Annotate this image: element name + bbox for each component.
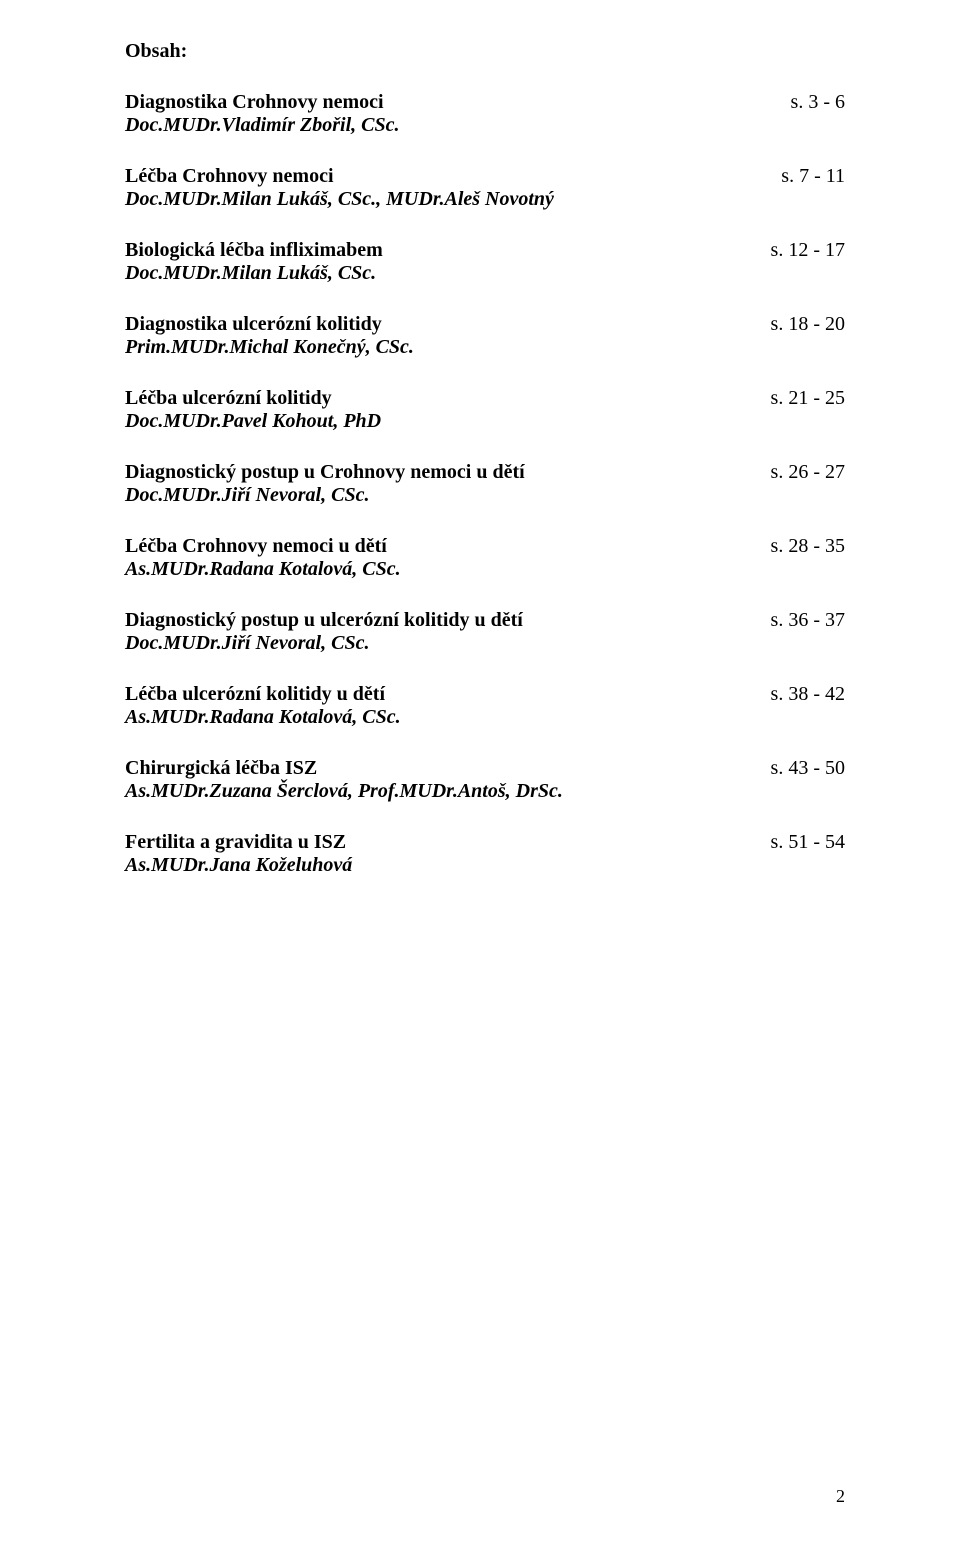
entry-pages: s. 21 - 25: [731, 387, 845, 410]
entry-pages: s. 3 - 6: [751, 91, 845, 114]
page-number: 2: [836, 1486, 845, 1507]
entry-pages: s. 18 - 20: [731, 313, 845, 336]
entry-author: Doc.MUDr.Jiří Nevoral, CSc.: [125, 484, 525, 507]
entry-title: Diagnostika ulcerózní kolitidy: [125, 313, 414, 336]
entry-pages: s. 26 - 27: [731, 461, 845, 484]
toc-heading: Obsah:: [125, 40, 845, 63]
toc-entry: Léčba Crohnovy nemoci Doc.MUDr.Milan Luk…: [125, 165, 845, 211]
entry-author: Doc.MUDr.Pavel Kohout, PhD: [125, 410, 381, 433]
entry-title: Léčba Crohnovy nemoci: [125, 165, 554, 188]
entry-pages: s. 28 - 35: [731, 535, 845, 558]
toc-entry: Fertilita a gravidita u ISZ As.MUDr.Jana…: [125, 831, 845, 877]
toc-entry: Diagnostika ulcerózní kolitidy Prim.MUDr…: [125, 313, 845, 359]
entry-author: As.MUDr.Radana Kotalová, CSc.: [125, 706, 401, 729]
entry-author: As.MUDr.Jana Koželuhová: [125, 854, 352, 877]
entry-author: As.MUDr.Radana Kotalová, CSc.: [125, 558, 401, 581]
toc-entry: Biologická léčba infliximabem Doc.MUDr.M…: [125, 239, 845, 285]
toc-entry: Léčba ulcerózní kolitidy Doc.MUDr.Pavel …: [125, 387, 845, 433]
entry-author: Doc.MUDr.Milan Lukáš, CSc., MUDr.Aleš No…: [125, 188, 554, 211]
entry-title: Diagnostický postup u ulcerózní kolitidy…: [125, 609, 523, 632]
entry-pages: s. 12 - 17: [731, 239, 845, 262]
entry-title: Léčba ulcerózní kolitidy: [125, 387, 381, 410]
entry-pages: s. 36 - 37: [731, 609, 845, 632]
entry-author: Doc.MUDr.Vladimír Zbořil, CSc.: [125, 114, 399, 137]
entry-title: Fertilita a gravidita u ISZ: [125, 831, 352, 854]
entry-title: Diagnostický postup u Crohnovy nemoci u …: [125, 461, 525, 484]
entry-pages: s. 38 - 42: [731, 683, 845, 706]
entry-pages: s. 43 - 50: [731, 757, 845, 780]
entry-title: Diagnostika Crohnovy nemoci: [125, 91, 399, 114]
entry-author: Doc.MUDr.Milan Lukáš, CSc.: [125, 262, 383, 285]
entry-author: Prim.MUDr.Michal Konečný, CSc.: [125, 336, 414, 359]
toc-entry: Diagnostický postup u Crohnovy nemoci u …: [125, 461, 845, 507]
entry-title: Léčba ulcerózní kolitidy u dětí: [125, 683, 401, 706]
entry-pages: s. 7 - 11: [741, 165, 845, 188]
entry-author: Doc.MUDr.Jiří Nevoral, CSc.: [125, 632, 523, 655]
entry-author: As.MUDr.Zuzana Šerclová, Prof.MUDr.Antoš…: [125, 780, 563, 803]
entry-title: Léčba Crohnovy nemoci u dětí: [125, 535, 401, 558]
entry-pages: s. 51 - 54: [731, 831, 845, 854]
toc-entry: Diagnostika Crohnovy nemoci Doc.MUDr.Vla…: [125, 91, 845, 137]
toc-entry: Diagnostický postup u ulcerózní kolitidy…: [125, 609, 845, 655]
toc-entry: Chirurgická léčba ISZ As.MUDr.Zuzana Šer…: [125, 757, 845, 803]
entry-title: Biologická léčba infliximabem: [125, 239, 383, 262]
toc-entry: Léčba ulcerózní kolitidy u dětí As.MUDr.…: [125, 683, 845, 729]
toc-entry: Léčba Crohnovy nemoci u dětí As.MUDr.Rad…: [125, 535, 845, 581]
entry-title: Chirurgická léčba ISZ: [125, 757, 563, 780]
